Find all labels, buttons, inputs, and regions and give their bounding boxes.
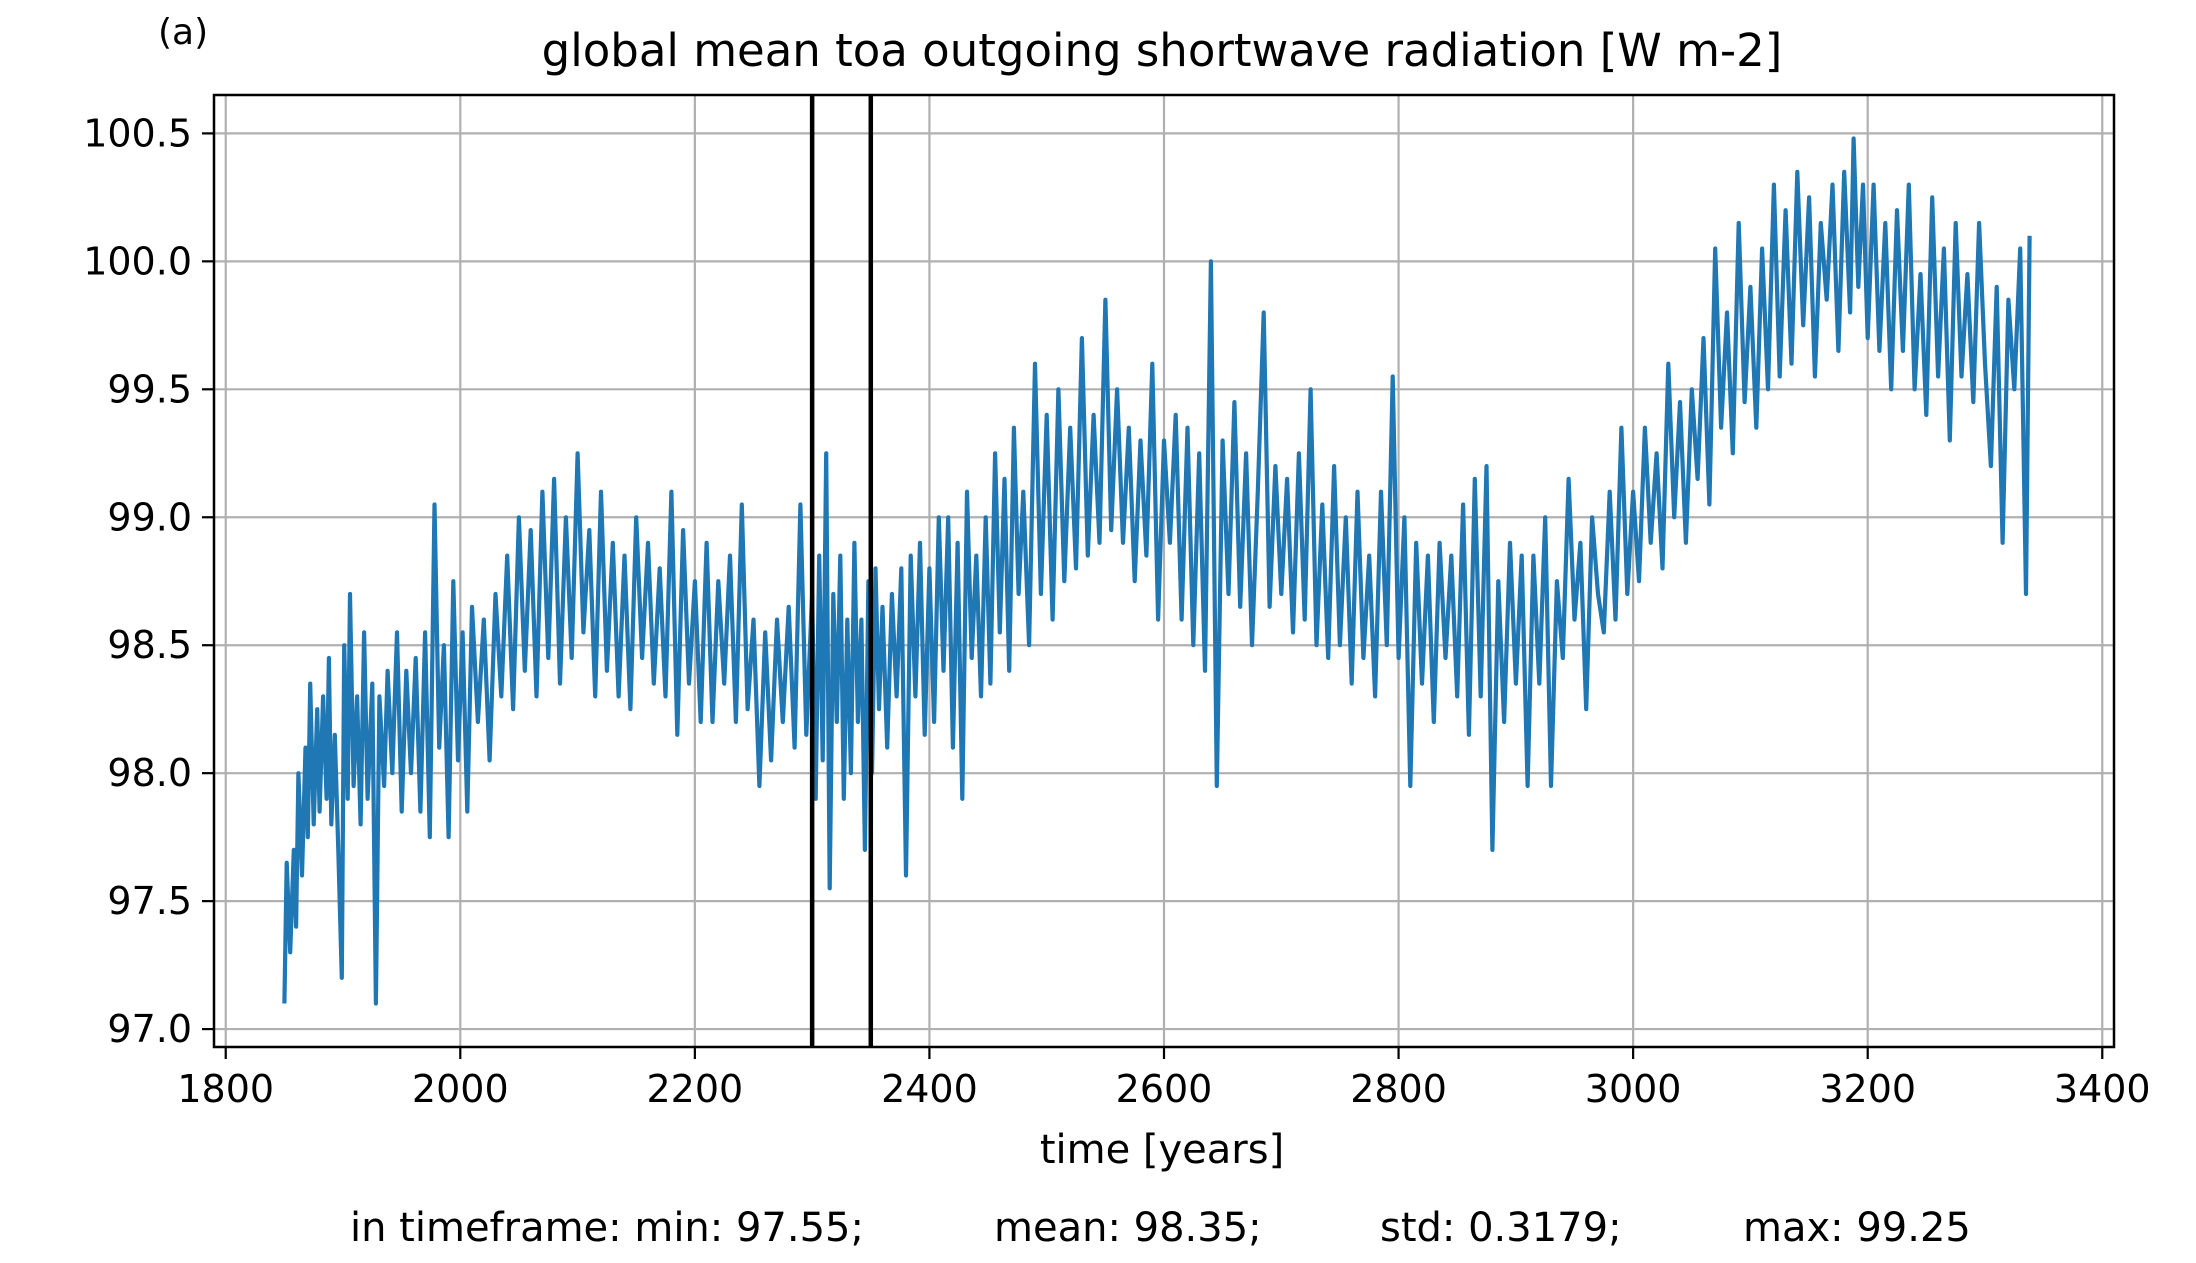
stat-min: in timeframe: min: 97.55; xyxy=(350,1205,864,1251)
y-tick-label: 98.5 xyxy=(107,623,192,667)
y-tick-label: 97.0 xyxy=(107,1007,192,1051)
y-tick-label: 99.0 xyxy=(107,495,192,539)
stat-mean: mean: 98.35; xyxy=(994,1205,1262,1251)
y-tick-label: 97.5 xyxy=(107,879,192,923)
stat-std: std: 0.3179; xyxy=(1380,1205,1622,1251)
x-tick-label: 2800 xyxy=(1350,1067,1447,1111)
axis-ticks: 1800 2000 2200 2400 2600 2800 3000 3200 3400 97.0… xyxy=(83,111,2150,1111)
x-tick-label: 3000 xyxy=(1585,1067,1682,1111)
chart-title: global mean toa outgoing shortwave radia… xyxy=(542,24,1783,77)
grid-lines xyxy=(214,95,2114,1047)
timeframe-markers xyxy=(809,95,874,1047)
x-tick-label: 2000 xyxy=(412,1067,509,1111)
x-tick-label: 2600 xyxy=(1116,1067,1213,1111)
series-line xyxy=(282,136,2032,1006)
x-axis-label: time [years] xyxy=(1040,1127,1284,1173)
x-tick-label: 3400 xyxy=(2054,1067,2151,1111)
stat-max: max: 99.25 xyxy=(1743,1205,1971,1251)
panel-label: (a) xyxy=(158,12,209,53)
x-tick-label: 2400 xyxy=(881,1067,978,1111)
x-tick-label: 1800 xyxy=(177,1067,274,1111)
y-tick-label: 98.0 xyxy=(107,751,192,795)
y-tick-label: 99.5 xyxy=(107,367,192,411)
y-tick-label: 100.5 xyxy=(83,111,192,155)
y-tick-label: 100.0 xyxy=(83,239,192,283)
x-tick-label: 3200 xyxy=(1819,1067,1916,1111)
x-tick-label: 2200 xyxy=(647,1067,744,1111)
